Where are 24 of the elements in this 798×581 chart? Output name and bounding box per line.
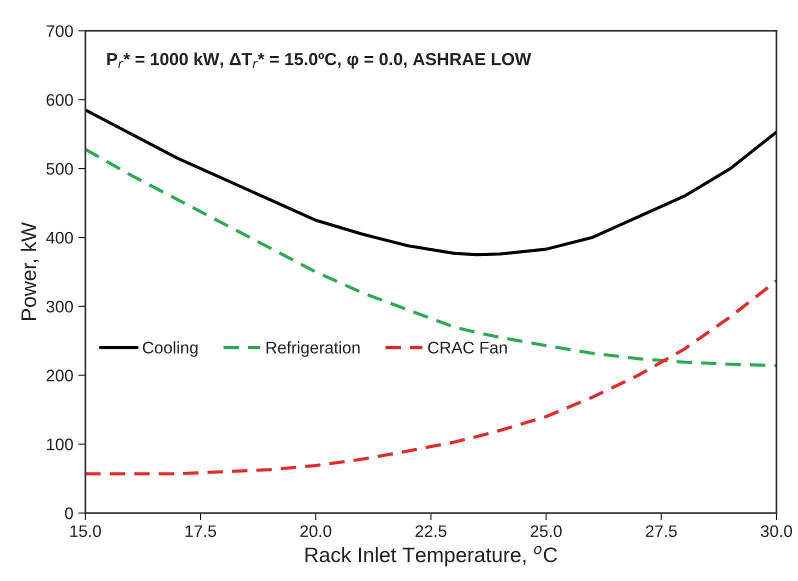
annotation: P$_{r}$* = 1000 kW, ΔT$_{r}$* = 15.0ºC, φ = 0.0, ASHRAE LOW xyxy=(107,52,532,69)
legend-label: Cooling xyxy=(142,341,198,357)
y-tick-label: 300 xyxy=(46,300,73,313)
y-tick-label: 500 xyxy=(46,162,73,175)
x-axis-title: Rack Inlet Temperature, $^{o}$C xyxy=(306,546,558,566)
line-series xyxy=(85,148,776,368)
legend-label: CRAC Fan xyxy=(428,342,507,354)
x-tick-label: 25.0 xyxy=(530,525,562,538)
y-tick-label: 100 xyxy=(47,438,73,450)
y-tick-label: 400 xyxy=(46,232,73,244)
legend-label: Refrigeration xyxy=(266,341,360,357)
y-tick-label: 0 xyxy=(64,507,73,520)
line-series xyxy=(85,279,776,476)
x-tick-label: 27.5 xyxy=(646,525,677,538)
line-series xyxy=(85,108,776,256)
y-tick-label: 200 xyxy=(46,370,73,382)
x-tick-label: 20.0 xyxy=(300,525,332,538)
x-tick-label: 17.5 xyxy=(186,525,216,538)
x-tick-label: 22.5 xyxy=(416,525,446,538)
y-tick-label: 600 xyxy=(46,94,73,106)
x-tick-label: 15.0 xyxy=(70,525,101,538)
y-tick-label: 700 xyxy=(46,25,73,37)
x-tick-label: 30.0 xyxy=(760,525,792,538)
y-axis-title: Power, kW xyxy=(20,222,39,320)
